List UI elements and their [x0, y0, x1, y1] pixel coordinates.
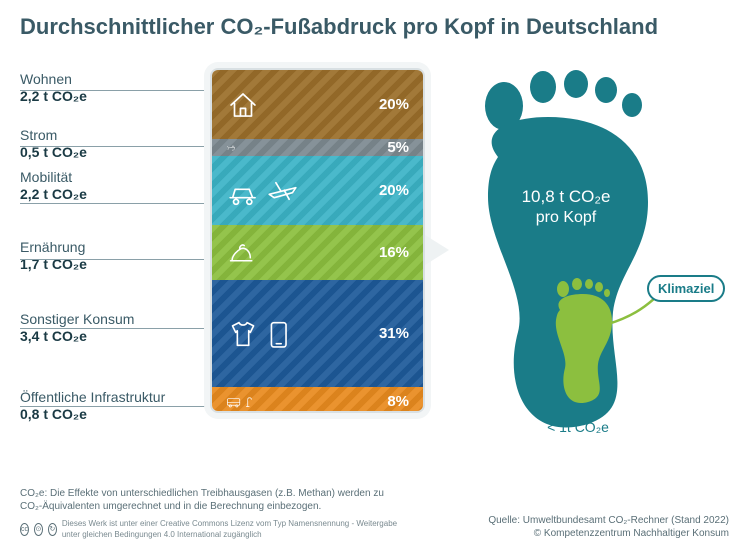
- stacked-chart: 20% 5% 20% 16% 31% 8%: [210, 68, 425, 413]
- page-title: Durchschnittlicher CO₂-Fußabdruck pro Ko…: [0, 0, 749, 50]
- segment-percent: 5%: [387, 139, 409, 156]
- klimaziel-pill: Klimaziel: [647, 275, 725, 302]
- label-row: Strom 0,5 t CO₂e: [20, 128, 205, 160]
- source-line-1: Quelle: Umweltbundesamt CO₂-Rechner (Sta…: [488, 514, 729, 527]
- segment-sonstiger-konsum: 31%: [212, 280, 423, 387]
- footprint-graphic: 10,8 t CO₂e pro Kopf < 1t CO₂e: [448, 62, 728, 442]
- segment-percent: 8%: [387, 393, 409, 410]
- cc-icon: cc: [20, 523, 29, 536]
- sa-icon: ↻: [48, 523, 57, 536]
- klimaziel-value: < 1t CO₂e: [547, 419, 609, 435]
- category-name: Öffentliche Infrastruktur: [20, 390, 205, 405]
- label-row: Wohnen 2,2 t CO₂e: [20, 72, 205, 104]
- plug-icon: [226, 143, 235, 152]
- bus-light-icon: [226, 394, 258, 409]
- main-area: Wohnen 2,2 t CO₂e Strom 0,5 t CO₂e Mobil…: [0, 50, 749, 470]
- category-name: Wohnen: [20, 72, 205, 87]
- segment-wohnen: 20%: [212, 70, 423, 139]
- leader-line: [20, 259, 210, 260]
- category-name: Ernährung: [20, 240, 205, 255]
- leader-line: [20, 203, 210, 204]
- segment-strom: 5%: [212, 139, 423, 156]
- total-line1: 10,8 t CO₂e: [522, 187, 611, 206]
- total-line2: pro Kopf: [536, 209, 597, 226]
- license-row: cc ⊙ ↻ Dieses Werk ist unter einer Creat…: [20, 519, 400, 540]
- car-plane-icon: [226, 174, 301, 208]
- segment--ffentliche-infrastruktur: 8%: [212, 387, 423, 413]
- house-icon: [226, 88, 260, 122]
- category-name: Strom: [20, 128, 205, 143]
- food-icon: [226, 238, 256, 268]
- segment-percent: 16%: [379, 244, 409, 261]
- category-value: 3,4 t CO₂e: [20, 328, 205, 344]
- segment-mobilit-t: 20%: [212, 156, 423, 225]
- segment-percent: 20%: [379, 182, 409, 199]
- leader-line: [20, 406, 210, 407]
- footnote-text: CO₂e: Die Effekte von unterschiedlichen …: [20, 487, 400, 513]
- segment-percent: 31%: [379, 325, 409, 342]
- segment-percent: 20%: [379, 96, 409, 113]
- footnotes: CO₂e: Die Effekte von unterschiedlichen …: [20, 487, 729, 540]
- segment-ern-hrung: 16%: [212, 225, 423, 280]
- shirt-phone-icon: [226, 317, 297, 351]
- category-name: Sonstiger Konsum: [20, 312, 205, 327]
- leader-line: [20, 328, 210, 329]
- source-line-2: © Kompetenzzentrum Nachhaltiger Konsum: [488, 527, 729, 540]
- category-name: Mobilität: [20, 170, 205, 185]
- category-value: 2,2 t CO₂e: [20, 186, 205, 202]
- leader-line: [20, 90, 210, 91]
- category-value: 0,8 t CO₂e: [20, 406, 205, 422]
- label-row: Mobilität 2,2 t CO₂e: [20, 170, 205, 202]
- license-text: Dieses Werk ist unter einer Creative Com…: [62, 519, 400, 540]
- by-icon: ⊙: [34, 523, 43, 536]
- label-row: Ernährung 1,7 t CO₂e: [20, 240, 205, 272]
- leader-line: [20, 146, 210, 147]
